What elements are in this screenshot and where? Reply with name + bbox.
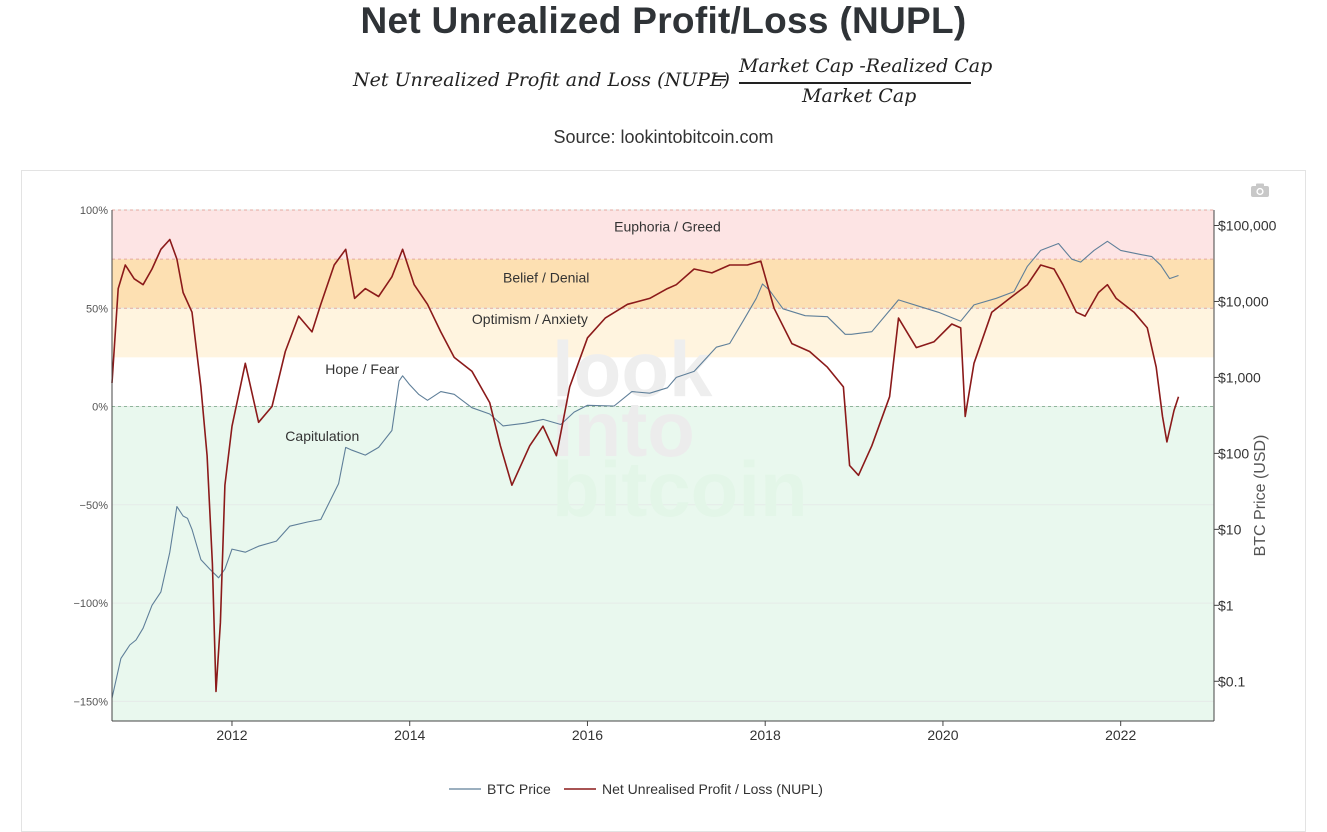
legend-label-btc-price: BTC Price — [487, 781, 551, 797]
x-tick-label-2: 2016 — [572, 727, 603, 743]
y-left-tick-label-2: 0% — [92, 402, 108, 414]
formula-equals: = — [712, 67, 728, 89]
watermark-line-0: look — [552, 325, 713, 413]
zone-label-1: Belief / Denial — [503, 270, 589, 286]
zone-label-3: Hope / Fear — [325, 361, 399, 377]
chart-panel: look into bitcoin Euphoria / Greed Belief / … — [21, 170, 1306, 832]
zone-label-2: Optimism / Anxiety — [472, 311, 588, 327]
source-caption: Source: lookintobitcoin.com — [553, 127, 774, 147]
zone-band-1 — [112, 259, 1214, 309]
formula-lhs: Net Unrealized Profit and Loss (NUPL) — [353, 69, 730, 91]
zone-band-2 — [112, 308, 1214, 358]
zone-band-3 — [112, 357, 1214, 407]
y-right-tick-label-6: $0.1 — [1218, 673, 1245, 689]
y-left-tick-label-0: 100% — [80, 205, 108, 217]
nupl-formula: Net Unrealized Profit and Loss (NUPL) = … — [0, 55, 1327, 110]
watermark-line-2: bitcoin — [552, 445, 808, 533]
zone-band-0 — [112, 210, 1214, 260]
page-title: Net Unrealized Profit/Loss (NUPL) — [360, 0, 967, 41]
x-tick-label-1: 2014 — [394, 727, 425, 743]
y-left-tick-label-4: −100% — [73, 598, 108, 610]
nupl-chart: lookintobitcoin Euphoria / Greed Belief / … — [73, 205, 1277, 797]
zone-label-0: Euphoria / Greed — [614, 219, 721, 235]
formula-numerator: Market Cap -Realized Cap — [739, 55, 993, 77]
series-line-0 — [111, 240, 1179, 699]
formula-denominator: Market Cap — [802, 85, 917, 107]
legend-label-nupl: Net Unrealised Profit / Loss (NUPL) — [602, 781, 823, 797]
zone-label-4: Capitulation — [285, 428, 359, 444]
y-right-axis-title: BTC Price (USD) — [1252, 435, 1269, 557]
y-right-tick-label-0: $100,000 — [1218, 218, 1277, 234]
y-right-tick-label-3: $100 — [1218, 445, 1249, 461]
zone-band-4 — [112, 406, 1214, 721]
y-left-tick-label-1: 50% — [86, 303, 108, 315]
camera-icon[interactable] — [1250, 182, 1270, 203]
y-right-tick-label-5: $1 — [1218, 597, 1234, 613]
y-right-tick-label-2: $1,000 — [1218, 369, 1261, 385]
series-line-1 — [111, 238, 1180, 693]
y-right-tick-label-1: $10,000 — [1218, 293, 1269, 309]
x-tick-label-4: 2020 — [927, 727, 958, 743]
x-tick-label-5: 2022 — [1105, 727, 1136, 743]
y-left-tick-label-5: −150% — [73, 696, 108, 708]
watermark-line-1: into — [552, 385, 695, 473]
y-right-tick-label-4: $10 — [1218, 521, 1242, 537]
y-left-tick-label-3: −50% — [80, 500, 109, 512]
formula-fraction-bar — [739, 82, 971, 84]
x-tick-label-0: 2012 — [216, 727, 247, 743]
x-tick-label-3: 2018 — [750, 727, 781, 743]
